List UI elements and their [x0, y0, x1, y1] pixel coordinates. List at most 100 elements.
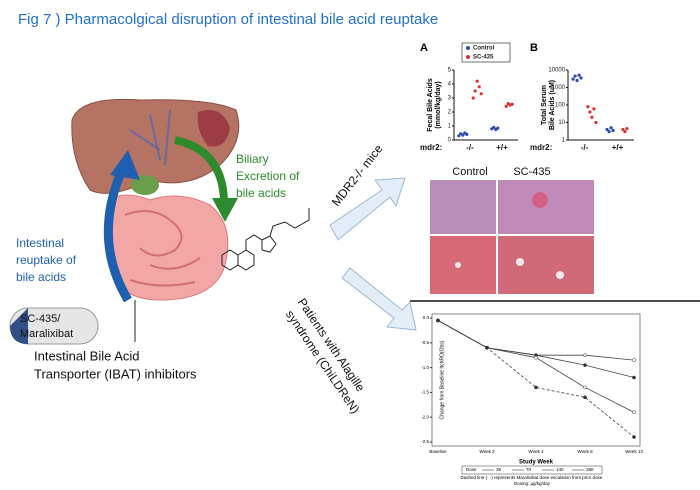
data-point — [611, 128, 615, 133]
data-point — [625, 126, 629, 131]
data-point — [504, 104, 508, 108]
data-point — [496, 126, 500, 130]
series-line — [437, 320, 635, 413]
y-tick-label: 1000 — [552, 85, 566, 91]
x-tick-label: -/- — [581, 143, 589, 152]
series-marker — [583, 353, 587, 358]
biliary-label: bile acids — [236, 186, 286, 200]
series-marker — [632, 435, 636, 439]
series-marker — [632, 410, 636, 415]
drug-label: SC-435/ — [20, 313, 61, 325]
x-tick-label: Baseline — [429, 449, 447, 454]
legend-label: 280 — [586, 467, 594, 472]
histology-detail — [516, 258, 524, 266]
histology-detail — [455, 262, 461, 268]
legend-label: SC-435 — [473, 55, 494, 61]
legend-box — [461, 42, 511, 63]
histology-detail — [532, 192, 548, 208]
series-marker — [534, 355, 538, 360]
data-point — [577, 73, 581, 77]
x-tick-label: +/+ — [612, 143, 624, 152]
excretion-arrow — [174, 136, 228, 201]
legend-box — [461, 465, 603, 475]
intestine-folds — [124, 210, 201, 287]
y-tick-label: 1 — [562, 138, 566, 144]
y-axis-label: Fecal Bile Acids — [427, 78, 434, 132]
series-marker — [485, 345, 489, 350]
y-tick-label: 4 — [448, 82, 452, 88]
data-point — [594, 120, 598, 125]
reuptake-label: reuptake of — [16, 253, 77, 267]
x-tick-label: +/+ — [496, 143, 508, 152]
data-point — [510, 102, 514, 106]
series-marker — [583, 395, 587, 400]
data-point — [492, 125, 496, 129]
pill-cap — [10, 308, 28, 344]
excretion-arrowhead — [212, 198, 238, 222]
y-tick-label: -1.5 — [421, 390, 429, 395]
x-tick-label: Week 8 — [577, 449, 593, 454]
y-tick-label: 2 — [448, 110, 452, 116]
x-tick-label: -/- — [466, 143, 474, 152]
data-point — [479, 92, 483, 96]
arrow-mice — [329, 177, 406, 241]
histology-image — [498, 180, 594, 234]
data-point — [586, 105, 590, 109]
reuptake-label: Intestinal — [16, 236, 64, 250]
series-marker — [583, 363, 587, 367]
x-axis-label: mdr2: — [530, 143, 552, 152]
biliary-label: Biliary — [236, 152, 269, 166]
data-point — [461, 133, 465, 137]
series-marker — [436, 318, 440, 323]
data-point — [607, 130, 611, 134]
reuptake-arrowhead — [110, 150, 140, 180]
legend-marker — [466, 55, 470, 59]
y-tick-label: 3 — [448, 96, 452, 102]
data-point — [473, 89, 477, 93]
plot-frame — [431, 313, 641, 447]
y-tick-label: 1 — [448, 124, 452, 130]
series-line — [437, 320, 635, 438]
title: Fig 7 ) Pharmacolgical disruption of int… — [18, 11, 438, 28]
series-marker — [632, 358, 636, 363]
y-axis-label: (mmol/kg/day) — [435, 81, 442, 128]
data-point — [579, 76, 583, 80]
legend-marker — [466, 46, 470, 50]
data-point — [457, 134, 461, 138]
data-point — [575, 78, 579, 83]
y-tick-label: 0 — [448, 138, 452, 144]
data-point — [465, 132, 469, 136]
legend-label: 35 — [496, 467, 502, 472]
y-tick-label: 100 — [555, 103, 566, 109]
footnote: Dashed line (- -) represents Maralixibat… — [460, 475, 603, 480]
x-axis-label: mdr2: — [420, 143, 442, 152]
data-point — [477, 85, 481, 89]
reuptake-label: bile acids — [16, 270, 66, 284]
data-point — [475, 79, 479, 83]
data-point — [623, 130, 627, 134]
x-tick-label: Week 13 — [625, 449, 643, 454]
ibat-label: Intestinal Bile Acid — [34, 348, 140, 363]
biliary-label: Excretion of — [236, 169, 300, 183]
data-point — [621, 127, 625, 132]
data-point — [605, 127, 609, 132]
ibat-label: Transporter (IBAT) inhibitors — [34, 366, 197, 381]
series-line — [437, 320, 635, 378]
histology-detail — [556, 271, 564, 279]
histology-image — [498, 236, 594, 294]
y-tick-label: -1.0 — [421, 365, 429, 370]
data-point — [609, 126, 613, 130]
data-point — [573, 74, 577, 78]
data-point — [590, 115, 594, 119]
histology-image — [430, 180, 496, 234]
vessels — [129, 109, 171, 166]
reuptake-arrow — [103, 168, 132, 303]
footnote: Dosing: µg/kg/day — [514, 481, 551, 486]
y-axis-label: Bile Acids (uM) — [549, 80, 556, 130]
molecule — [221, 208, 310, 271]
series-marker — [583, 385, 587, 390]
y-tick-label: 5 — [448, 68, 452, 74]
y-axis-label: Total Serum — [541, 85, 548, 125]
data-point — [571, 77, 575, 81]
